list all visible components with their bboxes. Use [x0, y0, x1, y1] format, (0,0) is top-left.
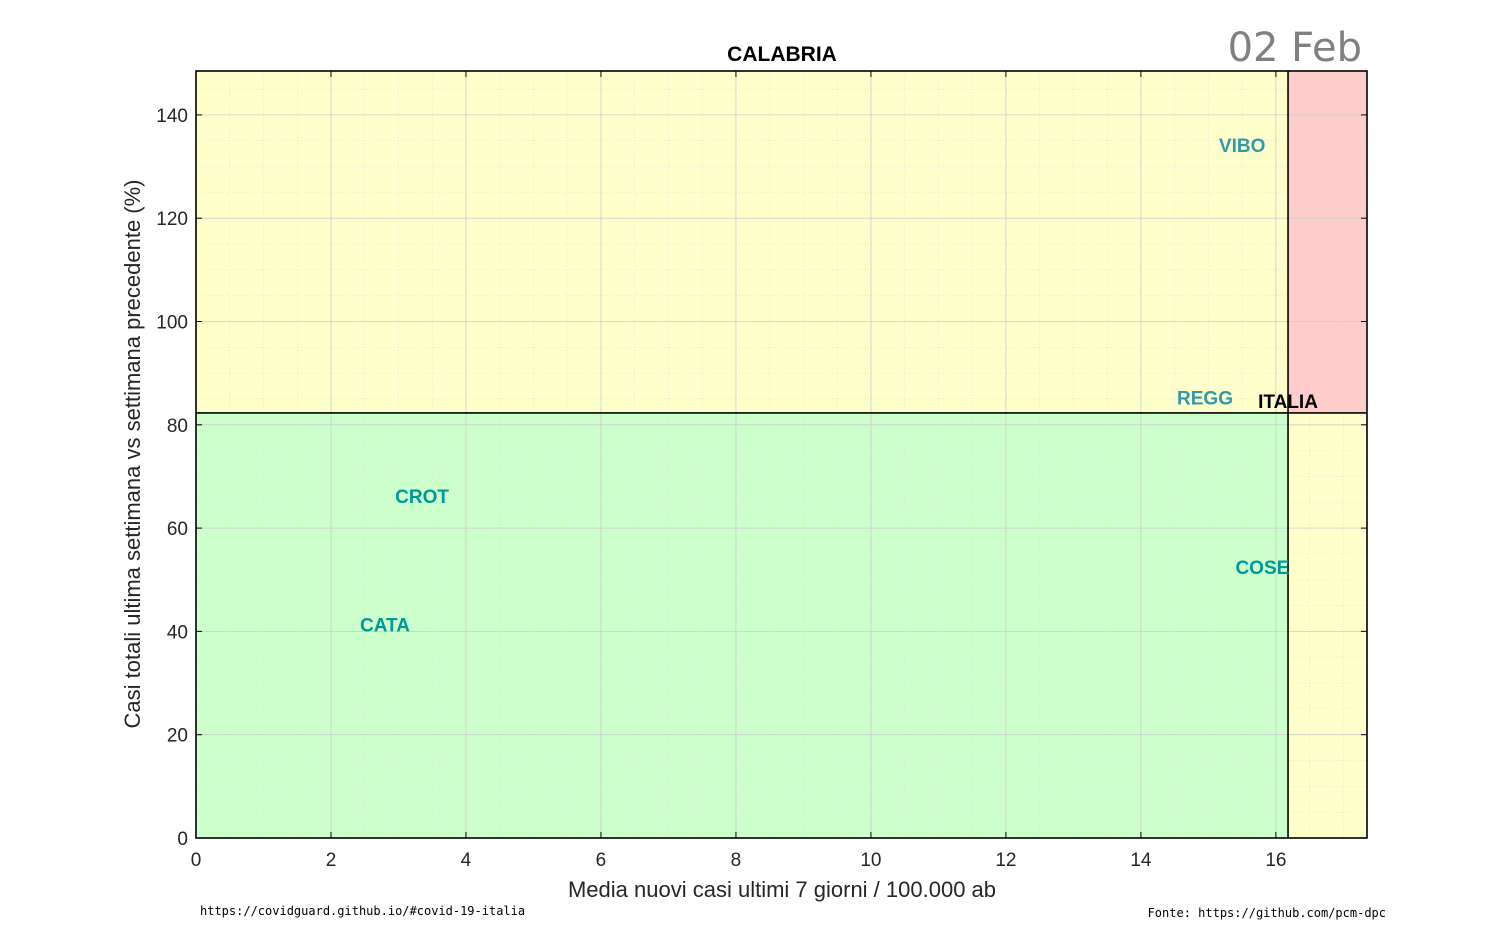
y-tick-label: 0	[177, 829, 188, 850]
zone-green	[196, 412, 1289, 838]
zone-backgrounds	[196, 71, 1367, 838]
x-tick-label: 4	[461, 850, 472, 871]
x-tick-label: 0	[191, 850, 202, 871]
point-label-cata: CATA	[360, 616, 410, 637]
point-label-regg: REGG	[1177, 388, 1233, 409]
y-axis-label: Casi totali ultima settimana vs settiman…	[120, 179, 145, 728]
reference-lines	[196, 71, 1367, 838]
zone-yellow-top	[196, 71, 1289, 413]
reference-label-italia: ITALIA	[1258, 392, 1318, 413]
x-tick-label: 14	[1130, 850, 1152, 871]
axis-ticks: 0 2 4 6 8 10 12 14 16 0 20 40 60 80 100 120 140	[156, 71, 1367, 871]
x-tick-label: 10	[860, 850, 881, 871]
x-tick-label: 8	[731, 850, 742, 871]
y-tick-label: 60	[167, 519, 188, 540]
y-tick-label: 140	[156, 106, 188, 127]
x-tick-label: 6	[596, 850, 607, 871]
data-point-labels: VIBO REGG CROT COSE CATA	[360, 136, 1289, 637]
y-tick-label: 40	[167, 622, 188, 643]
plot-frame	[195, 70, 1368, 839]
footer-data-source: Fonte: https://github.com/pcm-dpc	[1148, 906, 1386, 920]
date-label: 02 Feb	[1228, 25, 1362, 71]
y-tick-label: 120	[156, 209, 188, 230]
y-tick-label: 80	[167, 416, 188, 437]
x-axis-label: Media nuovi casi ultimi 7 giorni / 100.0…	[568, 877, 996, 902]
y-tick-label: 100	[156, 313, 188, 334]
point-label-vibo: VIBO	[1219, 136, 1265, 157]
y-tick-label: 20	[167, 726, 188, 747]
x-tick-label: 2	[326, 850, 337, 871]
zone-red	[1288, 71, 1367, 413]
footer-source-url: https://covidguard.github.io/#covid-19-i…	[200, 904, 525, 918]
zone-yellow-right	[1288, 412, 1367, 838]
chart-title: CALABRIA	[727, 43, 837, 66]
point-label-crot: CROT	[395, 487, 449, 508]
x-tick-label: 12	[995, 850, 1016, 871]
x-tick-label: 16	[1265, 850, 1286, 871]
point-label-cose: COSE	[1235, 558, 1289, 579]
